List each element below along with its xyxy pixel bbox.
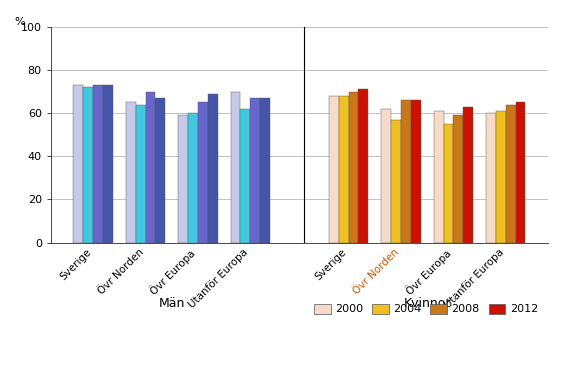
Bar: [391, 120, 401, 243]
Y-axis label: %: %: [14, 17, 25, 27]
Bar: [208, 94, 218, 243]
Bar: [241, 109, 250, 243]
Bar: [93, 85, 103, 243]
Bar: [136, 105, 146, 243]
Bar: [179, 116, 188, 243]
Bar: [188, 113, 198, 243]
Bar: [444, 124, 453, 243]
Bar: [496, 111, 506, 243]
Bar: [349, 92, 358, 243]
Legend: 2000, 2004, 2008, 2012: 2000, 2004, 2008, 2012: [310, 299, 542, 319]
Bar: [73, 85, 83, 243]
Bar: [453, 116, 463, 243]
Bar: [250, 98, 260, 243]
Bar: [506, 105, 516, 243]
Text: Kvinnor: Kvinnor: [403, 297, 451, 310]
Bar: [83, 87, 93, 243]
Bar: [401, 100, 411, 243]
Bar: [411, 100, 420, 243]
Bar: [260, 98, 270, 243]
Bar: [463, 107, 473, 243]
Bar: [198, 102, 208, 243]
Bar: [339, 96, 349, 243]
Bar: [434, 111, 444, 243]
Bar: [146, 92, 155, 243]
Bar: [329, 96, 339, 243]
Bar: [103, 85, 113, 243]
Bar: [231, 92, 241, 243]
Bar: [126, 102, 136, 243]
Bar: [381, 109, 391, 243]
Bar: [516, 102, 525, 243]
Bar: [155, 98, 165, 243]
Text: Män: Män: [159, 297, 185, 310]
Bar: [486, 113, 496, 243]
Bar: [358, 89, 368, 243]
